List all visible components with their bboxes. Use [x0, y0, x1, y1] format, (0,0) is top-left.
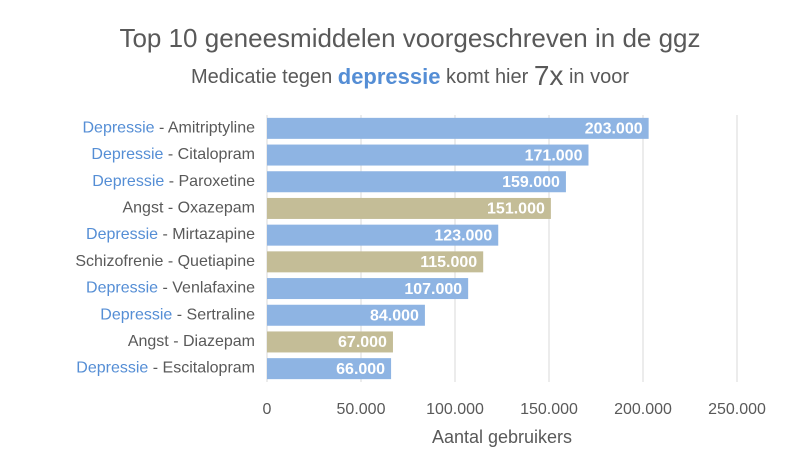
category-group: Depressie: [76, 360, 148, 377]
subtitle-highlight: depressie: [338, 64, 441, 89]
subtitle-part: Medicatie tegen: [191, 66, 338, 88]
value-label: 123.000: [434, 227, 492, 244]
bar: [267, 304, 425, 326]
value-label: 84.000: [370, 307, 419, 324]
category-group: Angst: [122, 200, 163, 217]
category-separator: -: [155, 120, 168, 137]
category-separator: -: [163, 253, 177, 270]
category-name: Diazepam: [183, 333, 255, 350]
value-label: 203.000: [585, 121, 643, 138]
category-name: Oxazepam: [178, 200, 255, 217]
category-label: Depressie - Amitriptyline: [82, 120, 255, 137]
category-separator: -: [158, 226, 172, 243]
bar: [267, 251, 484, 273]
category-label: Depressie - Paroxetine: [92, 173, 255, 190]
category-label: Schizofrenie - Quetiapine: [75, 253, 255, 270]
category-separator: -: [148, 360, 162, 377]
bar: [267, 331, 393, 353]
subtitle-part: in voor: [563, 66, 629, 88]
category-name: Venlafaxine: [172, 280, 255, 297]
category-group: Depressie: [86, 226, 158, 243]
subtitle-part: komt hier: [440, 66, 533, 88]
category-name: Sertraline: [187, 306, 256, 323]
bar: [267, 197, 551, 219]
bar: [267, 117, 649, 139]
category-group: Depressie: [100, 306, 172, 323]
value-label: 159.000: [502, 174, 560, 191]
category-label: Depressie - Escitalopram: [76, 360, 255, 377]
category-group: Angst: [128, 333, 169, 350]
category-label: Depressie - Sertraline: [100, 306, 255, 323]
x-tick-label: 100.000: [426, 401, 484, 418]
x-tick-label: 150.000: [520, 401, 578, 418]
category-name: Quetiapine: [178, 253, 255, 270]
category-separator: -: [172, 306, 186, 323]
x-tick-label: 50.000: [337, 401, 386, 418]
category-separator: -: [163, 200, 177, 217]
value-label: 171.000: [525, 147, 583, 164]
x-axis-title: Aantal gebruikers: [432, 427, 572, 447]
category-label: Angst - Diazepam: [128, 333, 255, 350]
value-label: 107.000: [404, 281, 462, 298]
category-name: Citalopram: [178, 146, 255, 163]
category-label: Depressie - Mirtazapine: [86, 226, 255, 243]
bar: [267, 144, 589, 166]
bar: [267, 224, 499, 246]
category-group: Depressie: [82, 120, 154, 137]
bar: [267, 278, 469, 300]
category-group: Schizofrenie: [75, 253, 163, 270]
category-name: Mirtazapine: [172, 226, 255, 243]
category-name: Paroxetine: [179, 173, 256, 190]
x-tick-label: 200.000: [614, 401, 672, 418]
category-separator: -: [169, 333, 183, 350]
category-separator: -: [158, 280, 172, 297]
category-label: Depressie - Venlafaxine: [86, 280, 255, 297]
category-label: Angst - Oxazepam: [122, 200, 255, 217]
category-separator: -: [164, 173, 178, 190]
x-tick-label: 0: [263, 401, 272, 418]
category-group: Depressie: [91, 146, 163, 163]
chart-title: Top 10 geneesmiddelen voorgeschreven in …: [119, 23, 700, 53]
category-label: Depressie - Citalopram: [91, 146, 255, 163]
chart-subtitle: Medicatie tegen depressie komt hier 7x i…: [191, 60, 629, 91]
bar: [267, 171, 566, 193]
category-group: Depressie: [92, 173, 164, 190]
category-group: Depressie: [86, 280, 158, 297]
value-label: 115.000: [420, 254, 477, 271]
category-separator: -: [163, 146, 177, 163]
subtitle-highlight: 7x: [534, 60, 564, 91]
value-label: 67.000: [338, 334, 387, 351]
bar: [267, 358, 392, 380]
value-label: 151.000: [487, 201, 545, 218]
category-name: Amitriptyline: [168, 120, 255, 137]
category-name: Escitalopram: [163, 360, 255, 377]
value-label: 66.000: [336, 361, 385, 378]
x-tick-label: 250.000: [708, 401, 766, 418]
